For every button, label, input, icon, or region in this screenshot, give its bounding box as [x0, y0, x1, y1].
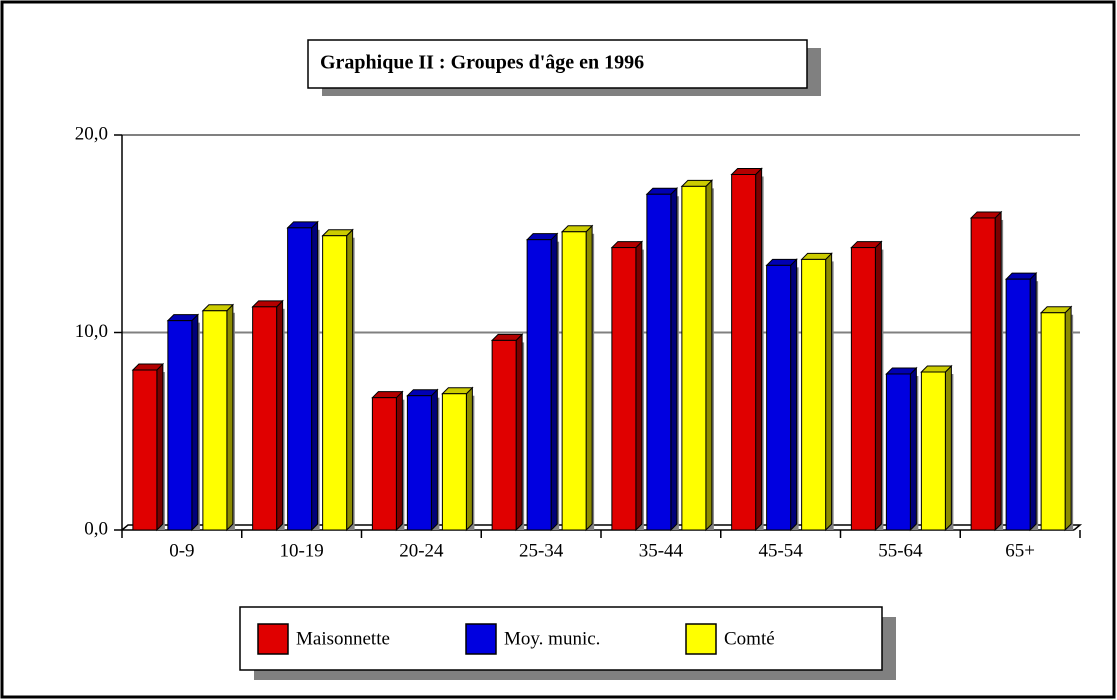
bar-top — [920, 365, 953, 373]
bar-top — [680, 179, 714, 187]
bar — [801, 258, 827, 531]
bar-side — [156, 362, 164, 532]
bar-top — [885, 367, 918, 375]
bar-top — [286, 221, 319, 229]
y-tick-label: 0,0 — [84, 518, 108, 539]
x-tick-label: 45-54 — [758, 540, 803, 561]
bar-side — [346, 228, 354, 532]
bar-side — [465, 386, 473, 532]
bar — [441, 393, 467, 531]
bar-top — [730, 168, 763, 175]
bar-top — [406, 389, 439, 397]
legend-swatch — [685, 623, 717, 655]
chart-title: Graphique II : Groupes d'âge en 1996 — [320, 52, 644, 74]
bar-side — [550, 232, 558, 532]
bar — [406, 395, 432, 531]
bar-top — [1004, 272, 1038, 280]
bar — [202, 310, 228, 531]
bar — [920, 371, 946, 531]
bar-top — [441, 387, 474, 395]
bar-side — [994, 210, 1002, 532]
bar-top — [321, 229, 354, 237]
bar-side — [1064, 305, 1072, 532]
bar — [252, 306, 278, 531]
bar-top — [765, 258, 798, 266]
bar-top — [969, 211, 1003, 219]
x-axis — [121, 524, 1083, 531]
y-tick-label: 10,0 — [75, 321, 108, 342]
x-tick-label: 25-34 — [519, 540, 564, 561]
legend-swatch — [257, 623, 289, 655]
bar — [132, 369, 158, 531]
x-tick-label: 0-9 — [169, 540, 194, 561]
bar — [371, 397, 397, 531]
bar-top — [850, 241, 883, 249]
bar — [1040, 312, 1066, 531]
bar-side — [670, 187, 678, 532]
bar-side — [585, 224, 593, 532]
x-tick-label: 20-24 — [399, 540, 444, 561]
bar-side — [430, 388, 438, 532]
legend-label: Comté — [724, 628, 775, 649]
bar-side — [515, 333, 523, 532]
bar — [646, 193, 672, 531]
bar — [526, 239, 552, 531]
bar-side — [790, 258, 798, 532]
y-tick-label: 20,0 — [75, 123, 108, 144]
x-tick-label: 35-44 — [639, 540, 684, 561]
bar-side — [395, 390, 403, 532]
bar — [766, 264, 792, 531]
bar-top — [201, 304, 235, 312]
bar — [731, 174, 757, 531]
bar-side — [276, 299, 284, 532]
bar — [850, 247, 876, 531]
bar-side — [909, 366, 917, 532]
bar-side — [226, 303, 234, 532]
bar — [561, 231, 587, 531]
legend-label: Moy. munic. — [504, 628, 600, 649]
bar-top — [490, 333, 524, 341]
x-tick-label: 65+ — [1005, 540, 1035, 561]
bar-top — [610, 241, 644, 249]
bar-side — [944, 364, 952, 532]
bar — [1005, 278, 1031, 531]
bar-side — [311, 220, 319, 532]
bar — [167, 320, 193, 531]
bar — [611, 247, 637, 531]
bar-top — [131, 363, 165, 371]
bar-top — [645, 187, 679, 195]
bar-side — [635, 240, 643, 532]
legend-swatch — [465, 623, 497, 655]
legend-label: Maisonnette — [296, 628, 390, 649]
bar — [681, 185, 707, 531]
bar — [491, 339, 517, 531]
bar-side — [705, 179, 713, 532]
legend-box — [239, 606, 883, 671]
bar-top — [251, 300, 284, 308]
bar-side — [825, 252, 833, 532]
bar — [322, 235, 348, 531]
bar-side — [191, 313, 199, 532]
bar-top — [166, 314, 200, 322]
bar — [885, 373, 911, 531]
bar-side — [755, 167, 763, 532]
bar-top — [560, 225, 594, 233]
x-tick-label: 10-19 — [279, 540, 323, 561]
bar-top — [1039, 306, 1073, 314]
bar-side — [874, 240, 882, 532]
bar-side — [1029, 271, 1037, 532]
bar-top — [800, 252, 833, 260]
x-tick-label: 55-64 — [878, 540, 923, 561]
bar — [287, 227, 313, 531]
bar-top — [525, 233, 559, 241]
bar — [970, 217, 996, 531]
title-box — [307, 39, 808, 89]
bar-top — [371, 391, 404, 399]
